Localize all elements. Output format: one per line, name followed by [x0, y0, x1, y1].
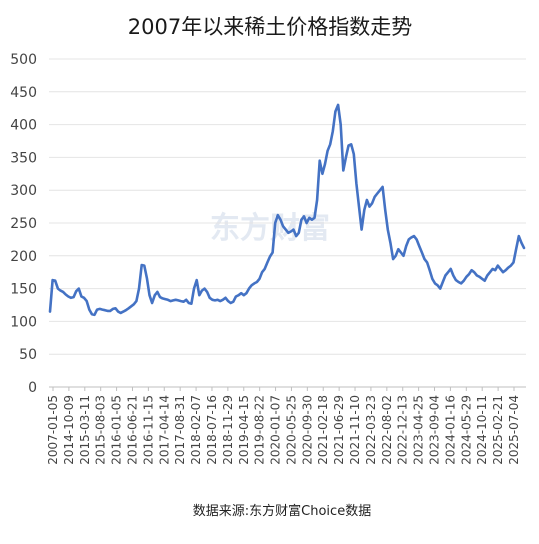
x-tick-label: 2018-11-29 [221, 395, 235, 465]
y-tick-label: 100 [10, 314, 37, 330]
x-tick-label: 2017-04-14 [157, 395, 171, 465]
x-tick-label: 2017-08-31 [173, 395, 187, 465]
x-tick-label: 2020-05-25 [284, 395, 298, 465]
x-tick-label: 2019-04-15 [237, 395, 251, 465]
x-tick-label: 2014-10-09 [62, 395, 76, 465]
x-tick-label: 2019-08-22 [253, 395, 267, 465]
x-tick-label: 2022-08-02 [380, 395, 394, 465]
x-tick-label: 2021-06-29 [332, 395, 346, 465]
gridlines [49, 58, 526, 388]
x-tick-label: 2007-01-05 [46, 395, 60, 465]
x-axis: 2007-01-05 2014-10-09 2015-03-11 2015-08-03… [46, 387, 521, 465]
y-tick-label: 250 [10, 216, 37, 232]
y-tick-label: 300 [10, 183, 37, 199]
x-tick-label: 2022-03-23 [364, 395, 378, 465]
x-tick-label: 2015-03-11 [78, 395, 92, 465]
y-tick-label: 450 [10, 85, 37, 101]
x-tick-label: 2024-05-29 [459, 395, 473, 465]
x-tick-label: 2018-07-16 [205, 395, 219, 465]
y-tick-label: 200 [10, 249, 37, 265]
chart-title: 2007年以来稀土价格指数走势 [128, 15, 412, 39]
y-tick-label: 50 [19, 347, 37, 363]
x-tick-label: 2025-02-21 [491, 395, 505, 465]
y-tick-label: 150 [10, 282, 37, 298]
x-tick-label: 2022-12-13 [396, 395, 410, 465]
x-tick-label: 2020-01-07 [269, 395, 283, 465]
x-tick-label: 2024-01-16 [443, 395, 457, 465]
y-tick-label: 500 [10, 52, 37, 68]
x-tick-label: 2023-04-25 [412, 395, 426, 465]
y-tick-label: 350 [10, 150, 37, 166]
y-axis: 0 50 100 150 200 250 300 350 400 450 500 [10, 52, 37, 396]
y-tick-label: 400 [10, 118, 37, 134]
x-tick-label: 2023-09-04 [428, 395, 442, 465]
series-line [48, 103, 526, 317]
watermark: 东方财富 [210, 211, 330, 246]
x-tick-label: 2016-11-15 [141, 395, 155, 465]
x-tick-label: 2024-10-11 [475, 395, 489, 465]
source-note: 数据来源:东方财富Choice数据 [193, 503, 371, 519]
x-tick-label: 2016-01-05 [110, 395, 124, 465]
y-tick-label: 0 [28, 380, 37, 396]
x-tick-label: 2021-02-18 [316, 395, 330, 465]
x-tick-label: 2025-07-04 [507, 395, 521, 465]
x-tick-label: 2016-06-21 [125, 395, 139, 465]
x-tick-label: 2021-11-10 [348, 395, 362, 465]
x-tick-label: 2020-09-30 [300, 395, 314, 465]
x-tick-label: 2015-08-03 [94, 395, 108, 465]
x-tick-label: 2018-02-07 [189, 395, 203, 465]
